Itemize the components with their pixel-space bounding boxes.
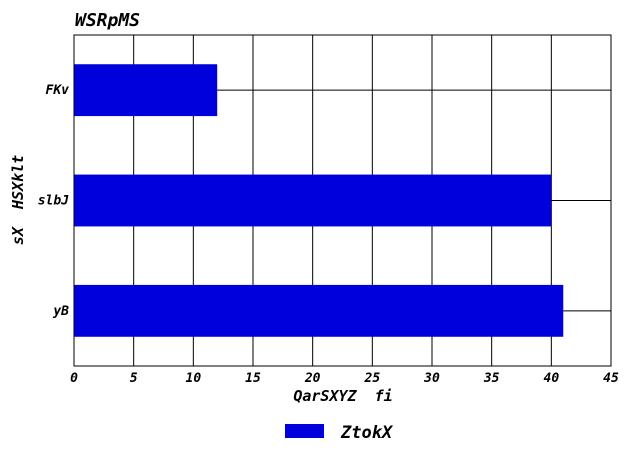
plot-frame xyxy=(73,34,612,367)
x-tick-label: 15 xyxy=(245,371,261,386)
y-tick-label: FKv xyxy=(46,83,70,98)
x-tick-label: 20 xyxy=(304,371,321,386)
y-tick-labels: FKv slbJ yB xyxy=(38,83,69,319)
chart-title: WSRpMS xyxy=(75,10,140,31)
bar-yB xyxy=(74,284,564,337)
x-tick-label: 30 xyxy=(423,371,440,386)
x-tick-label: 25 xyxy=(364,371,381,386)
x-tick-label: 5 xyxy=(130,371,138,386)
x-tick-label: 0 xyxy=(70,371,78,386)
legend: ZtokX xyxy=(285,423,394,443)
y-tick-label: slbJ xyxy=(38,194,69,209)
x-tick-labels: 0 5 10 15 20 25 30 35 40 45 xyxy=(70,371,619,386)
x-tick-label: 35 xyxy=(483,371,500,386)
y-tick-label: yB xyxy=(52,304,69,319)
legend-label: ZtokX xyxy=(340,423,394,443)
x-tick-label: 45 xyxy=(603,371,619,386)
bars xyxy=(74,64,564,337)
bar-FKv xyxy=(74,64,218,117)
x-tick-label: 40 xyxy=(544,371,560,386)
y-axis-label: sX HSXklt xyxy=(9,155,27,245)
x-tick-label: 10 xyxy=(186,371,202,386)
legend-swatch xyxy=(285,424,324,438)
x-axis-label: QarSXYZ fi xyxy=(293,387,392,405)
bar-slbJ xyxy=(74,174,552,227)
